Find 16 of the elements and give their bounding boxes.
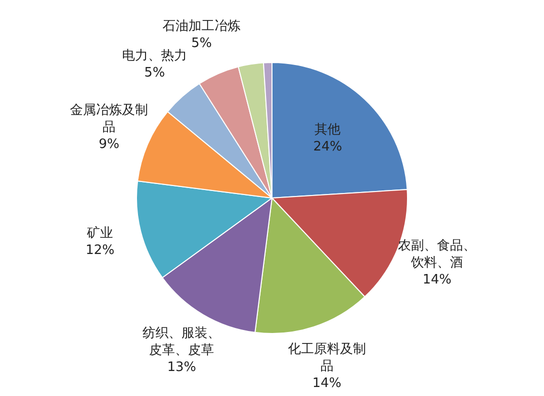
slice-label: 金属冶炼及制品	[70, 102, 148, 135]
data-label: 24%	[313, 140, 342, 155]
slice-label: 其他	[314, 122, 341, 138]
data-label: 9%	[98, 136, 120, 152]
data-label: 5%	[144, 66, 165, 81]
data-label: 5%	[191, 36, 212, 51]
slice-label: 矿业	[86, 226, 114, 242]
data-label: 14%	[422, 272, 452, 288]
slice-label: 化工原料及制品	[288, 342, 366, 374]
slice-label: 电力、热力	[122, 48, 188, 64]
slice-label: 农副、食品、饮料、酒	[398, 238, 476, 271]
slice-label: 石油加工冶炼	[162, 18, 241, 34]
slice-label: 纺织、服装、皮革、皮草	[142, 326, 221, 358]
data-label: 13%	[167, 360, 196, 376]
data-label: 12%	[86, 243, 115, 258]
data-label: 14%	[312, 376, 342, 392]
